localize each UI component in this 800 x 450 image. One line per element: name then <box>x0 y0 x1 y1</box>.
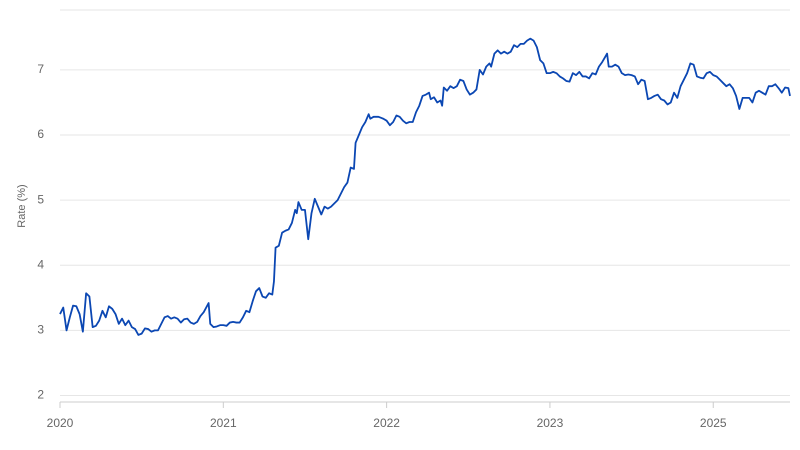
x-tick-label: 2025 <box>700 416 727 430</box>
y-axis-title: Rate (%) <box>16 184 28 227</box>
x-tick-label: 2022 <box>373 416 400 430</box>
y-tick-label: 6 <box>37 127 44 141</box>
y-tick-label: 4 <box>37 257 44 271</box>
y-tick-label: 7 <box>37 62 44 76</box>
y-tick-label: 3 <box>37 323 44 337</box>
x-tick-label: 2020 <box>47 416 74 430</box>
y-tick-label: 2 <box>37 388 44 402</box>
x-tick-label: 2023 <box>537 416 564 430</box>
x-tick-label: 2021 <box>210 416 237 430</box>
data-line <box>59 37 791 336</box>
y-tick-label: 5 <box>37 192 44 206</box>
